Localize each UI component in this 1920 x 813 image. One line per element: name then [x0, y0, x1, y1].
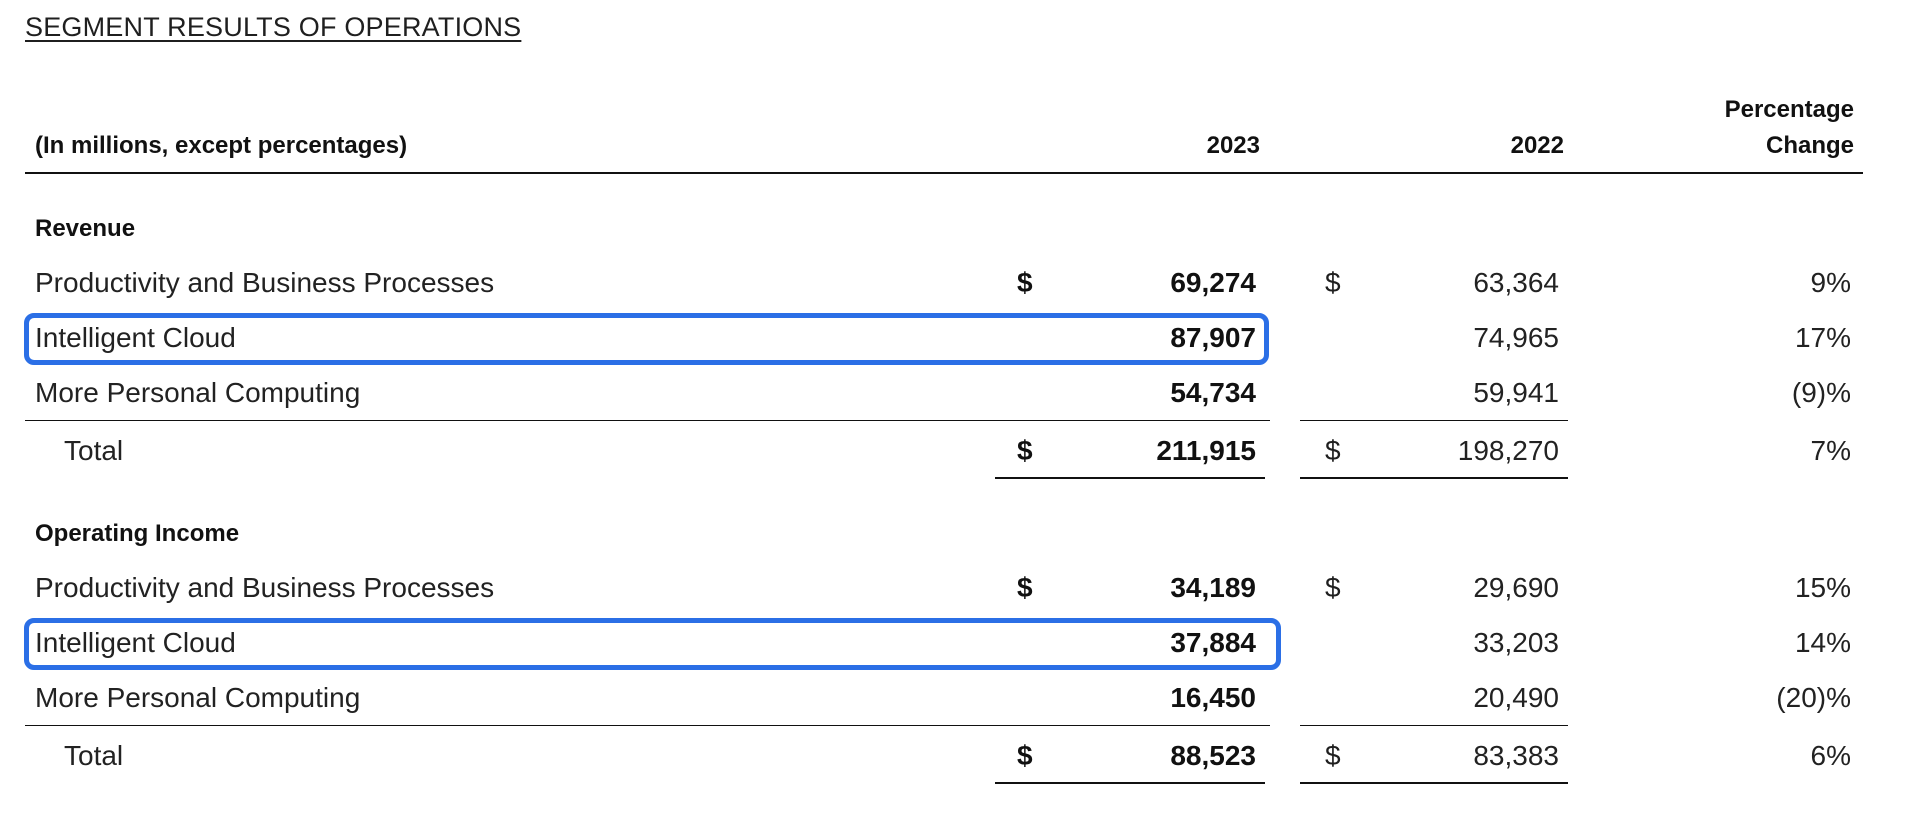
value-2022: 29,690 [1473, 572, 1559, 603]
subtotal-rule-2023 [25, 725, 1270, 726]
value-2022: 59,941 [1473, 377, 1559, 408]
currency-symbol: $ [1325, 740, 1341, 771]
currency-symbol: $ [1017, 572, 1033, 603]
pct-change: (9)% [1791, 377, 1851, 408]
header-rule [25, 172, 1863, 174]
section-heading: SEGMENT RESULTS OF OPERATIONS [25, 12, 522, 42]
col-header-pct-line2: Change [1765, 132, 1854, 159]
value-2023: 34,189 [1170, 572, 1256, 603]
pct-change: (20)% [1776, 682, 1851, 713]
row-label: Intelligent Cloud [35, 322, 236, 353]
total-pct-change: 7% [1810, 435, 1851, 466]
highlight-box-revenue-intelligent-cloud [24, 313, 1269, 365]
row-label: Productivity and Business Processes [35, 572, 495, 603]
col-header-pct-line1: Percentage [1724, 96, 1854, 123]
total-rule-2022 [1300, 477, 1568, 479]
value-2023: 87,907 [1170, 322, 1256, 353]
subtotal-rule-2022 [1300, 420, 1568, 421]
highlight-box-operating-income-intelligent-cloud [24, 618, 1281, 670]
currency-symbol: $ [1325, 435, 1341, 466]
currency-symbol: $ [1017, 435, 1033, 466]
row-label: More Personal Computing [35, 377, 361, 408]
units-label: (In millions, except percentages) [35, 132, 408, 159]
value-2022: 63,364 [1473, 267, 1559, 298]
value-2023: 37,884 [1170, 627, 1256, 658]
total-label: Total [64, 435, 124, 466]
section-title-operating-income: Operating Income [35, 520, 240, 547]
value-2022: 20,490 [1473, 682, 1559, 713]
col-header-2022: 2022 [1510, 132, 1564, 159]
total-value-2022: 198,270 [1457, 435, 1559, 466]
total-pct-change: 6% [1810, 740, 1851, 771]
pct-change: 9% [1810, 267, 1851, 298]
total-value-2023: 211,915 [1156, 435, 1256, 466]
currency-symbol: $ [1325, 267, 1341, 298]
col-header-2023: 2023 [1206, 132, 1260, 159]
row-label: More Personal Computing [35, 682, 361, 713]
pct-change: 14% [1794, 627, 1851, 658]
value-2023: 54,734 [1170, 377, 1256, 408]
total-value-2023: 88,523 [1170, 740, 1256, 771]
currency-symbol: $ [1017, 740, 1033, 771]
total-value-2022: 83,383 [1473, 740, 1559, 771]
value-2023: 69,274 [1170, 267, 1256, 298]
total-rule-2023 [995, 477, 1265, 479]
total-rule-2022 [1300, 782, 1568, 784]
row-label: Intelligent Cloud [35, 627, 236, 658]
currency-symbol: $ [1017, 267, 1033, 298]
total-rule-2023 [995, 782, 1265, 784]
subtotal-rule-2023 [25, 420, 1270, 421]
section-title-revenue: Revenue [35, 215, 136, 242]
row-label: Productivity and Business Processes [35, 267, 495, 298]
value-2023: 16,450 [1170, 682, 1256, 713]
currency-symbol: $ [1325, 572, 1341, 603]
pct-change: 17% [1794, 322, 1851, 353]
subtotal-rule-2022 [1300, 725, 1568, 726]
pct-change: 15% [1794, 572, 1851, 603]
total-label: Total [64, 740, 124, 771]
value-2022: 33,203 [1473, 627, 1559, 658]
value-2022: 74,965 [1473, 322, 1559, 353]
